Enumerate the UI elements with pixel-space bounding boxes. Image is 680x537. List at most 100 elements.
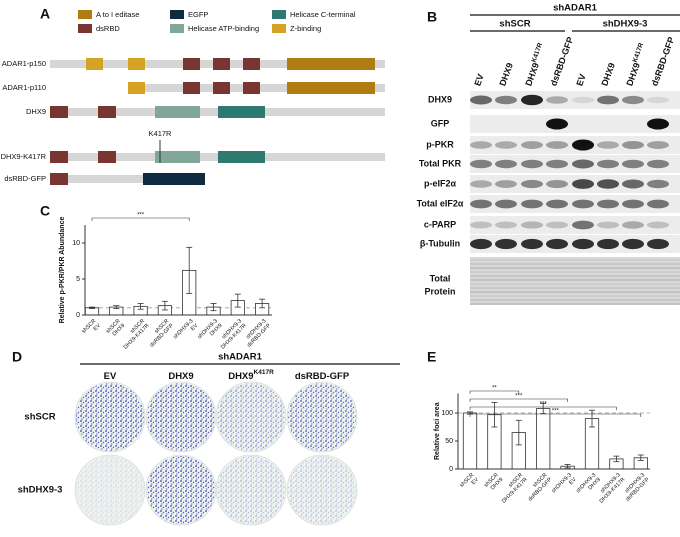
group-label: shADAR1 (218, 352, 263, 363)
band (546, 180, 568, 188)
y-tick-label: 100 (441, 410, 453, 417)
band (546, 118, 568, 130)
band (597, 141, 619, 149)
band (521, 141, 543, 149)
label-text: EV (104, 371, 117, 382)
domain (155, 106, 200, 118)
column-label: dsRBD-GFP (295, 371, 350, 382)
significance-label: *** (137, 213, 145, 219)
band (470, 141, 492, 149)
blot-strip (470, 257, 680, 305)
band (647, 179, 669, 189)
protein-label: DHX9 (26, 107, 46, 116)
significance-label: ** (492, 386, 497, 392)
band (647, 159, 669, 169)
protein-label: DHX9-K417R (1, 152, 47, 161)
band (546, 199, 568, 209)
domain (243, 58, 260, 70)
band (546, 238, 568, 250)
band (597, 238, 619, 250)
legend-swatch (272, 24, 286, 33)
significance-bracket (469, 390, 520, 394)
panel-label: A (40, 6, 50, 22)
band (470, 221, 492, 229)
row-label: shDHX9-3 (18, 485, 63, 496)
domain (98, 106, 116, 118)
row-label: Total PKR (419, 158, 462, 168)
protein-bar (50, 175, 205, 183)
band (495, 141, 517, 149)
domain (50, 151, 68, 163)
colonies (147, 383, 215, 451)
panel-label: C (40, 203, 50, 219)
band (597, 95, 619, 105)
colonies (147, 456, 215, 524)
row-label: Total eIF2α (417, 198, 464, 208)
band (572, 139, 594, 151)
band (495, 159, 517, 169)
protein-bar (50, 108, 385, 116)
legend-swatch (78, 10, 92, 19)
band (647, 221, 669, 229)
bar (536, 408, 551, 470)
domain (287, 58, 375, 70)
band (572, 199, 594, 209)
mutation-label: K417R (149, 129, 173, 138)
y-tick-label: 0 (449, 466, 453, 473)
band (647, 141, 669, 149)
significance-label: *** (540, 402, 548, 408)
label-superscript: K417R (631, 42, 645, 64)
band (470, 159, 492, 169)
row-label: β-Tubulin (420, 238, 460, 248)
x-tick-label: EV (190, 323, 200, 333)
row-label: Protein (424, 286, 455, 296)
y-tick-label: 5 (76, 276, 80, 283)
colonies (76, 456, 144, 524)
band (521, 94, 543, 106)
band (521, 221, 543, 229)
colonies (288, 383, 356, 451)
significance-bracket (91, 217, 190, 221)
column-label: DHX9 (600, 62, 618, 88)
label-text: DHX9 (228, 371, 253, 382)
significance-bracket (469, 413, 642, 417)
band (572, 220, 594, 230)
y-tick-label: 50 (445, 438, 453, 445)
x-tick-label-group: shDHX9-3EV (172, 318, 200, 340)
legend-label: EGFP (188, 10, 208, 19)
column-label: DHX9 (498, 62, 516, 88)
band (546, 96, 568, 104)
label-text: DHX9 (524, 62, 542, 88)
legend-label: Z-binding (290, 24, 321, 33)
band (470, 238, 492, 250)
subgroup-label: shSCR (499, 19, 530, 30)
band (647, 199, 669, 209)
column-label: dsRBD-GFP (650, 36, 677, 88)
legend-swatch (170, 10, 184, 19)
band (597, 159, 619, 169)
row-label: DHX9 (428, 94, 452, 104)
y-axis-label: Relative foci area (434, 402, 441, 460)
band (597, 179, 619, 189)
band (647, 238, 669, 250)
y-tick-label: 0 (76, 312, 80, 319)
band (521, 179, 543, 189)
band (495, 238, 517, 250)
domain (218, 151, 265, 163)
domain (183, 58, 200, 70)
column-label: EV (473, 73, 487, 88)
band (470, 199, 492, 209)
colonies (217, 383, 285, 451)
column-label: dsRBD-GFP (549, 36, 576, 88)
band (622, 141, 644, 149)
